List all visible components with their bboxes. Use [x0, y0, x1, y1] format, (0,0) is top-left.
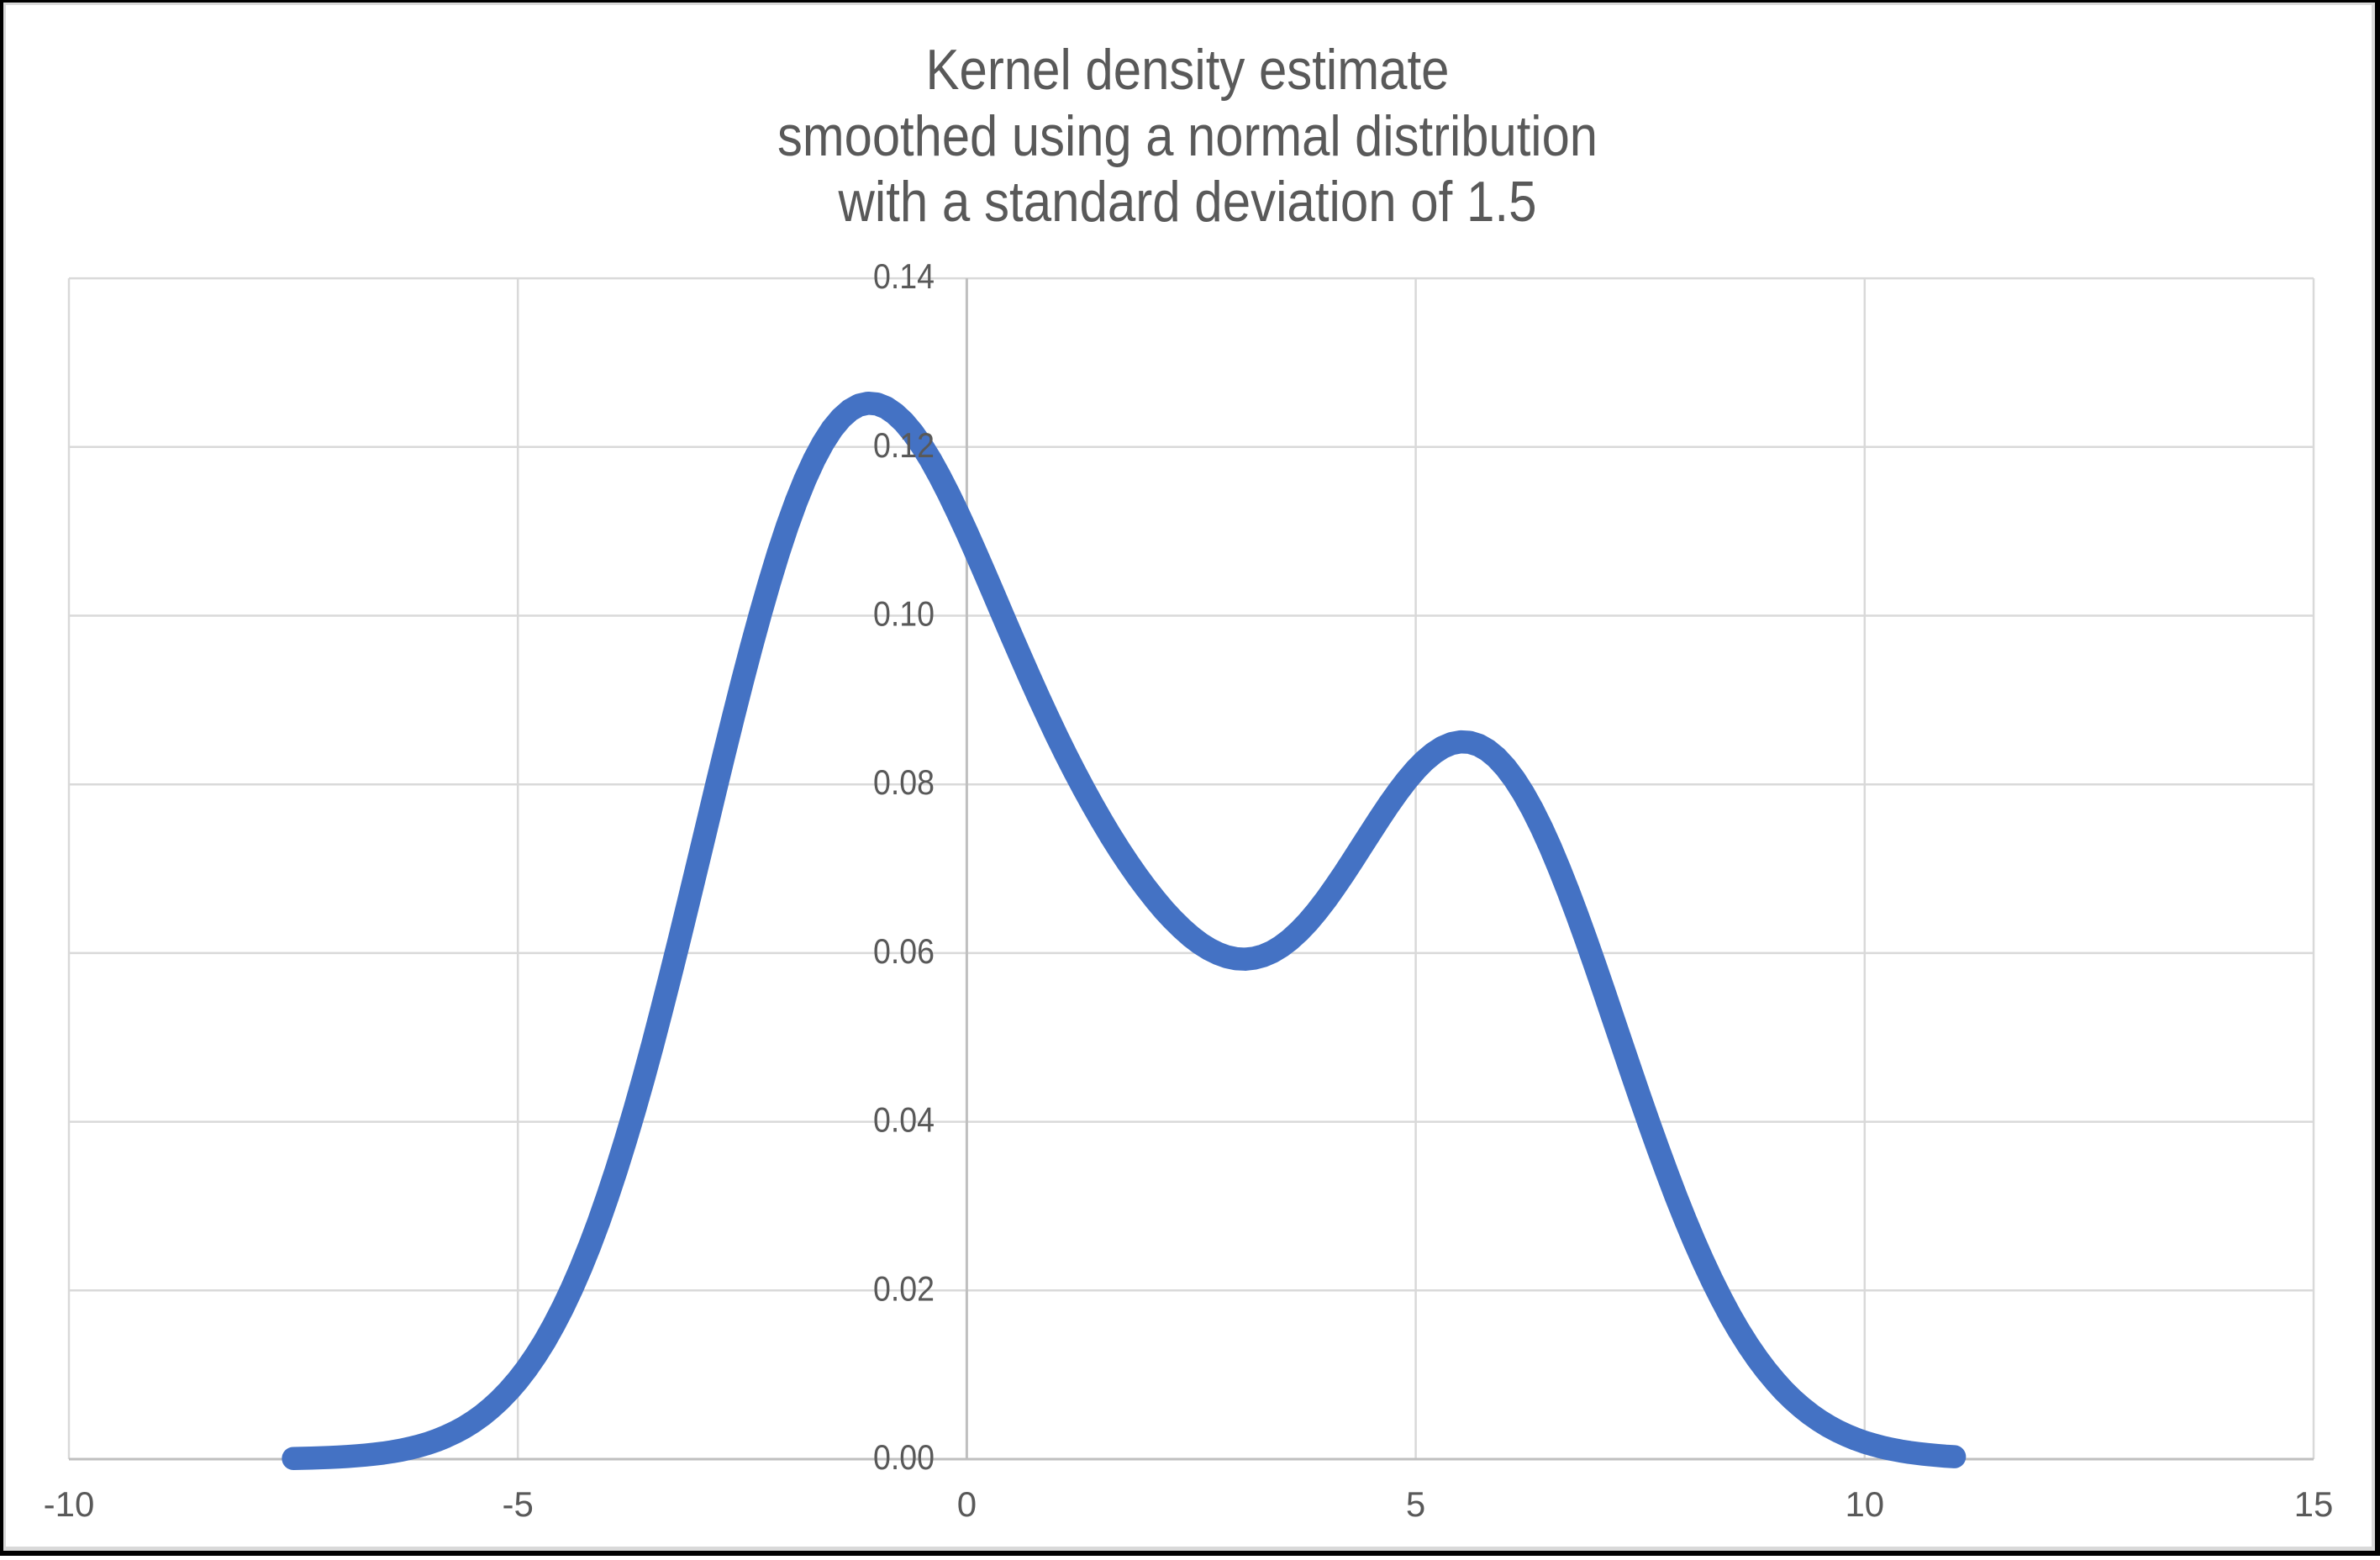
svg-text:0.02: 0.02: [873, 1268, 935, 1308]
svg-text:5: 5: [1406, 1484, 1425, 1524]
svg-text:0.12: 0.12: [873, 425, 935, 465]
svg-text:0.04: 0.04: [873, 1100, 935, 1140]
svg-text:0: 0: [957, 1484, 977, 1524]
svg-text:smoothed using a normal distri: smoothed using a normal distribution: [777, 104, 1598, 168]
svg-text:0.10: 0.10: [873, 594, 935, 634]
svg-text:10: 10: [1845, 1484, 1884, 1524]
svg-text:0.00: 0.00: [873, 1437, 935, 1477]
svg-text:0.14: 0.14: [873, 256, 935, 296]
svg-text:with a standard deviation of 1: with a standard deviation of 1.5: [838, 170, 1537, 234]
svg-text:15: 15: [2294, 1484, 2334, 1524]
svg-text:0.06: 0.06: [873, 931, 935, 971]
svg-text:0.08: 0.08: [873, 762, 935, 802]
svg-text:-10: -10: [44, 1484, 95, 1524]
svg-text:Kernel density estimate: Kernel density estimate: [926, 38, 1450, 102]
svg-text:-5: -5: [503, 1484, 534, 1524]
